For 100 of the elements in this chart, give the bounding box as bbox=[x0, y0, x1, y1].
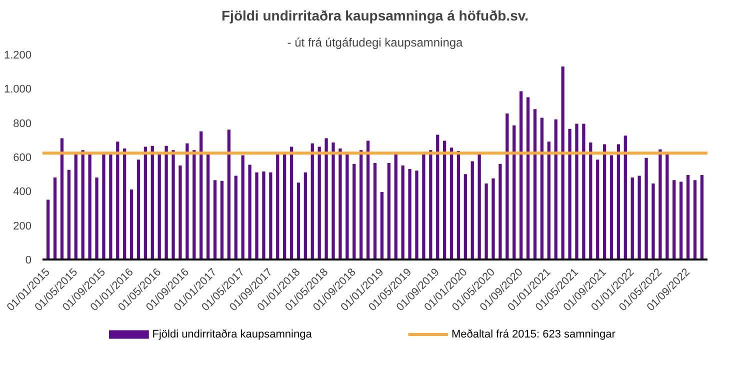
bar bbox=[540, 118, 544, 260]
bar bbox=[304, 172, 308, 260]
bar bbox=[269, 172, 272, 260]
bar bbox=[150, 146, 154, 260]
bar bbox=[366, 140, 370, 260]
bar bbox=[680, 182, 683, 260]
bar bbox=[158, 154, 161, 260]
bar bbox=[387, 162, 390, 260]
bar bbox=[526, 97, 530, 260]
bar bbox=[290, 146, 294, 260]
y-tick-label: 400 bbox=[13, 186, 32, 198]
bar bbox=[373, 162, 377, 260]
bar bbox=[596, 160, 600, 260]
bar bbox=[568, 128, 572, 260]
bar bbox=[478, 154, 481, 260]
bar bbox=[512, 125, 516, 260]
bar bbox=[220, 180, 224, 260]
bar bbox=[394, 154, 398, 260]
bar bbox=[470, 161, 474, 260]
bar bbox=[464, 174, 467, 260]
y-tick-label: 200 bbox=[13, 220, 32, 232]
bar bbox=[296, 182, 300, 260]
bar bbox=[554, 119, 558, 260]
bar bbox=[520, 91, 523, 260]
chart-title: Fjöldi undirritaðra kaupsamninga á höfuðb.sv. bbox=[222, 8, 528, 24]
bar bbox=[415, 170, 418, 260]
y-tick-label: 0 bbox=[25, 254, 32, 266]
y-tick-label: 800 bbox=[13, 118, 32, 130]
bar bbox=[144, 146, 148, 260]
bar bbox=[422, 154, 426, 260]
bar bbox=[81, 150, 84, 260]
bar bbox=[206, 154, 210, 260]
bar bbox=[116, 142, 120, 260]
bar bbox=[255, 172, 258, 260]
bar bbox=[561, 66, 564, 260]
bar bbox=[283, 154, 286, 260]
y-tick-label: 600 bbox=[13, 152, 32, 164]
bar bbox=[693, 180, 697, 260]
bar bbox=[492, 178, 495, 260]
bar bbox=[644, 158, 648, 260]
bar bbox=[498, 164, 502, 260]
bar bbox=[352, 164, 356, 260]
bar bbox=[658, 149, 662, 260]
bar bbox=[450, 148, 454, 260]
bar bbox=[338, 148, 342, 260]
bar bbox=[130, 189, 134, 260]
bar bbox=[666, 154, 669, 260]
bar bbox=[227, 130, 230, 260]
bar bbox=[241, 155, 244, 260]
bar bbox=[324, 138, 328, 260]
bar bbox=[213, 180, 217, 260]
bar bbox=[109, 154, 112, 260]
bar bbox=[686, 174, 690, 260]
bar bbox=[408, 168, 412, 260]
bar bbox=[234, 176, 238, 260]
bar bbox=[575, 124, 578, 260]
bar bbox=[136, 160, 140, 260]
bar bbox=[624, 136, 627, 260]
legend-label: Fjöldi undirritaðra kaupsamninga bbox=[152, 328, 313, 340]
bar bbox=[602, 144, 606, 260]
bar bbox=[102, 154, 106, 260]
bar bbox=[60, 138, 64, 260]
bar bbox=[533, 109, 537, 260]
bar bbox=[346, 154, 349, 260]
bar bbox=[652, 183, 655, 260]
bar bbox=[172, 150, 175, 260]
bar bbox=[318, 146, 321, 260]
bar bbox=[380, 192, 384, 260]
bar bbox=[53, 178, 57, 260]
bar bbox=[248, 164, 252, 260]
bar bbox=[589, 142, 592, 260]
bar bbox=[616, 144, 620, 260]
bar bbox=[74, 154, 78, 260]
bar bbox=[88, 154, 92, 260]
bar bbox=[401, 166, 404, 260]
bar bbox=[123, 148, 126, 260]
bar bbox=[484, 183, 488, 260]
bar bbox=[178, 166, 182, 260]
bar bbox=[186, 143, 189, 260]
bar bbox=[46, 200, 50, 260]
bar bbox=[547, 142, 550, 260]
bar bbox=[429, 150, 432, 260]
bar bbox=[610, 155, 614, 260]
bar bbox=[700, 174, 704, 260]
bar bbox=[262, 172, 266, 260]
bar bbox=[442, 140, 446, 260]
bar bbox=[360, 150, 363, 260]
bar bbox=[630, 178, 634, 260]
bar bbox=[200, 131, 203, 260]
bar bbox=[192, 150, 196, 260]
bar bbox=[310, 143, 314, 260]
bar bbox=[164, 146, 168, 260]
legend-label: Meðaltal frá 2015: 623 samningar bbox=[451, 328, 616, 340]
bar bbox=[332, 142, 335, 260]
bar bbox=[95, 178, 98, 260]
bar bbox=[672, 180, 676, 260]
y-tick-label: 1.000 bbox=[4, 84, 32, 96]
chart-subtitle: - út frá útgáfudegi kaupsamninga bbox=[287, 36, 464, 50]
bar bbox=[506, 113, 509, 260]
bar bbox=[67, 170, 70, 260]
